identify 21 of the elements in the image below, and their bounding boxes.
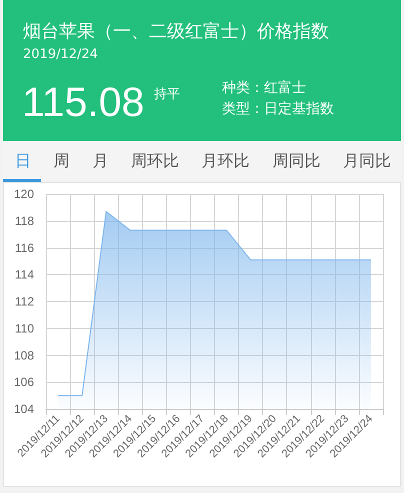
tab[interactable]: 月同比 (342, 151, 391, 171)
y-tick-label: 118 (14, 214, 34, 228)
tab[interactable]: 月 (92, 151, 108, 171)
text: 类型：日定基指数 (222, 101, 334, 118)
tab[interactable]: 周同比 (272, 151, 320, 171)
chart-title: 烟台苹果（一、二级红富士）价格指数 (23, 21, 329, 43)
tab[interactable]: 周环比 (130, 151, 179, 171)
chart-subtitle: 2019/12/24 (23, 47, 98, 63)
text: 持平 (154, 87, 180, 103)
tab[interactable]: 周 (54, 151, 70, 171)
y-tick-label: 116 (14, 240, 34, 255)
y-tick-label: 114 (14, 268, 34, 282)
y-tick-label: 108 (14, 348, 34, 362)
tab[interactable]: 月环比 (202, 151, 250, 171)
text: 种类：红富士 (222, 80, 306, 96)
y-tick-label: 120 (14, 187, 34, 201)
y-tick-label: 104 (14, 402, 34, 416)
y-tick-label: 110 (14, 321, 34, 336)
y-tick-label: 106 (14, 375, 34, 390)
text: 115.08 (22, 79, 144, 125)
y-tick-label: 112 (14, 294, 34, 308)
